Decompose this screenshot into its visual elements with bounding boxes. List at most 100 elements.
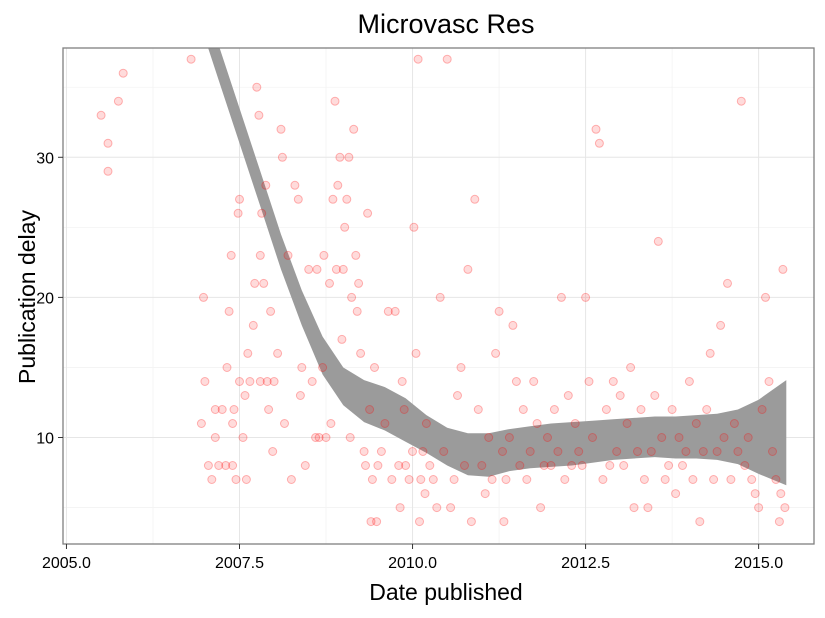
- data-point: [774, 517, 784, 527]
- data-point: [264, 405, 274, 414]
- data-point: [273, 348, 283, 358]
- data-point: [674, 433, 684, 442]
- data-point: [446, 503, 456, 513]
- data-point: [754, 503, 764, 513]
- data-point: [660, 475, 670, 484]
- data-point: [241, 475, 251, 484]
- data-point: [435, 292, 445, 302]
- data-point: [331, 264, 341, 274]
- data-point: [335, 152, 345, 162]
- data-point: [283, 250, 293, 260]
- data-point: [612, 447, 622, 456]
- data-point: [678, 461, 687, 470]
- data-point: [539, 461, 549, 470]
- data-point: [691, 419, 701, 428]
- data-point: [252, 82, 262, 92]
- data-point: [387, 475, 397, 484]
- data-point: [716, 320, 726, 330]
- data-point: [453, 391, 462, 400]
- data-point: [337, 334, 347, 344]
- data-point: [504, 433, 514, 442]
- data-point: [570, 419, 580, 428]
- data-point: [470, 194, 480, 204]
- data-point: [511, 377, 521, 386]
- data-point: [240, 391, 250, 400]
- data-point: [277, 152, 287, 162]
- data-point: [591, 124, 601, 134]
- data-point: [549, 405, 559, 414]
- data-point: [416, 475, 426, 484]
- data-point: [321, 433, 331, 442]
- data-point: [356, 348, 366, 358]
- data-point: [684, 377, 694, 386]
- data-point: [269, 377, 279, 386]
- data-point: [268, 447, 278, 456]
- data-point: [248, 320, 258, 330]
- data-point: [747, 475, 757, 484]
- data-point: [525, 447, 535, 456]
- data-point: [577, 461, 587, 470]
- data-point: [345, 433, 355, 442]
- data-point: [231, 475, 241, 484]
- data-point: [619, 461, 629, 470]
- y-axis-title: Publication delay: [14, 210, 40, 384]
- data-point: [290, 180, 300, 190]
- data-point: [318, 363, 328, 372]
- data-point: [494, 306, 504, 316]
- data-point: [370, 363, 379, 372]
- data-point: [366, 517, 376, 527]
- data-point: [477, 461, 487, 470]
- data-point: [250, 278, 260, 288]
- data-point: [280, 419, 289, 428]
- data-point: [255, 377, 265, 386]
- data-point: [508, 320, 518, 330]
- data-point: [518, 405, 528, 414]
- data-point: [262, 377, 272, 386]
- data-point: [487, 475, 497, 484]
- data-point: [560, 475, 570, 484]
- data-point: [373, 461, 383, 470]
- data-point: [347, 292, 357, 302]
- data-point: [664, 461, 674, 470]
- data-point: [186, 54, 196, 64]
- data-point: [719, 433, 729, 442]
- data-point: [199, 292, 208, 302]
- data-point: [615, 391, 625, 400]
- data-point: [460, 461, 469, 470]
- data-point: [646, 447, 656, 456]
- data-point: [103, 138, 113, 148]
- data-point: [605, 461, 615, 470]
- data-point: [709, 475, 719, 484]
- data-point: [442, 54, 452, 64]
- x-tick-label: 2007.5: [215, 555, 264, 572]
- data-point: [238, 433, 248, 442]
- data-point: [311, 433, 321, 442]
- data-point: [408, 447, 417, 456]
- data-point: [499, 517, 509, 527]
- data-point: [338, 264, 348, 274]
- data-point: [210, 433, 220, 442]
- y-tick-label: 10: [36, 431, 54, 448]
- data-point: [233, 208, 243, 218]
- data-point: [778, 264, 788, 274]
- data-point: [588, 433, 597, 442]
- data-point: [776, 489, 786, 499]
- data-point: [342, 194, 352, 204]
- x-tick-label: 2005.0: [42, 555, 91, 572]
- data-point: [515, 461, 525, 470]
- data-point: [420, 489, 430, 499]
- data-point: [695, 517, 705, 527]
- data-point: [439, 447, 449, 456]
- data-point: [235, 194, 244, 204]
- data-point: [293, 194, 303, 204]
- data-point: [394, 461, 404, 470]
- data-point: [743, 433, 753, 442]
- data-point: [221, 461, 231, 470]
- data-point: [304, 264, 314, 274]
- data-point: [581, 292, 591, 302]
- data-point: [217, 405, 227, 414]
- data-point: [650, 391, 660, 400]
- data-point: [319, 250, 329, 260]
- smooth-band-layer: [208, 48, 787, 486]
